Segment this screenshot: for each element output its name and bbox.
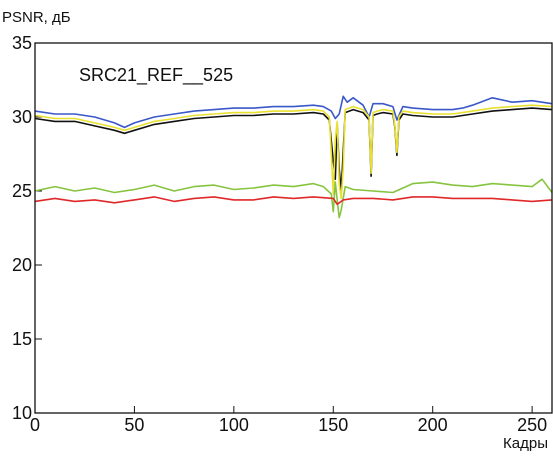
x-axis-label: Кадры	[503, 435, 548, 452]
x-tick-label: 200	[418, 415, 448, 435]
series-line-green	[34, 178, 553, 219]
x-tick-label: 0	[30, 415, 40, 435]
series-layer	[34, 95, 553, 219]
series-line-blue	[34, 95, 553, 129]
x-tick-label: 50	[124, 415, 144, 435]
y-axis-label: PSNR, дБ	[2, 9, 71, 26]
y-tick-label: 10	[12, 403, 32, 423]
x-tick-label: 150	[318, 415, 348, 435]
y-tick-label: 25	[12, 181, 32, 201]
chart-title: SRC21_REF__525	[79, 65, 233, 86]
series-line-red	[34, 196, 553, 206]
y-axis: 10 15 20 25 30 35	[12, 33, 42, 423]
x-tick-label: 250	[517, 415, 547, 435]
y-tick-label: 15	[12, 329, 32, 349]
plot-frame	[34, 42, 553, 414]
y-tick-label: 35	[12, 33, 32, 53]
series-line-black	[34, 107, 553, 192]
y-tick-label: 30	[12, 107, 32, 127]
y-tick-label: 20	[12, 255, 32, 275]
x-tick-label: 100	[219, 415, 249, 435]
x-axis: 0 50 100 150 200 250	[30, 406, 547, 435]
series-line-yellow	[34, 104, 553, 200]
